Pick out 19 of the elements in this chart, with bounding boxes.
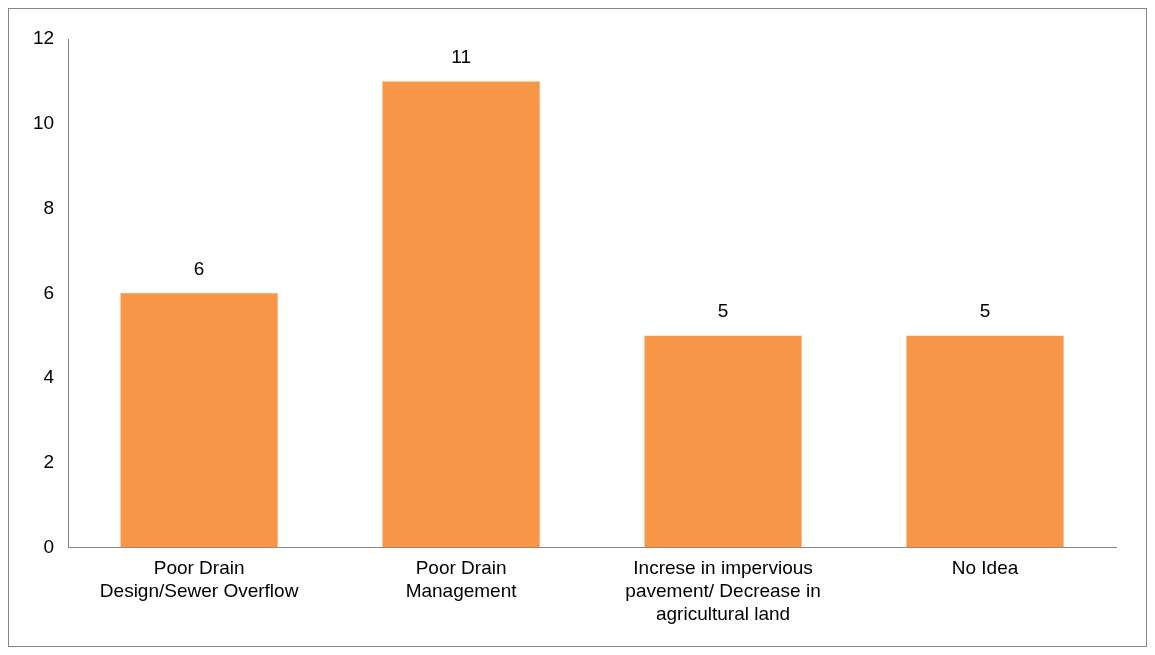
y-tick-label: 12 xyxy=(32,27,55,49)
data-label: 11 xyxy=(451,46,471,68)
y-tick-label: 6 xyxy=(43,281,55,303)
x-tick-label: No Idea xyxy=(951,557,1019,579)
y-tick-label: 4 xyxy=(43,366,55,388)
y-tick-label: 10 xyxy=(32,112,55,133)
x-tick-label: Increse in impervious pavement/ Decrease in agricultural land xyxy=(625,557,821,624)
x-tick-label: Poor Drain Management xyxy=(405,557,518,602)
bar xyxy=(644,335,802,548)
x-tick-label: Poor Drain Design/Sewer Overflow xyxy=(99,557,299,602)
data-label: 5 xyxy=(979,300,991,322)
bar xyxy=(906,335,1064,548)
bar xyxy=(120,293,278,548)
y-tick-label: 8 xyxy=(43,196,55,218)
data-label: 6 xyxy=(193,258,205,280)
data-label: 5 xyxy=(717,300,729,322)
bar xyxy=(382,81,540,548)
y-tick-label: 2 xyxy=(43,451,55,473)
y-tick-label: 0 xyxy=(43,535,55,557)
